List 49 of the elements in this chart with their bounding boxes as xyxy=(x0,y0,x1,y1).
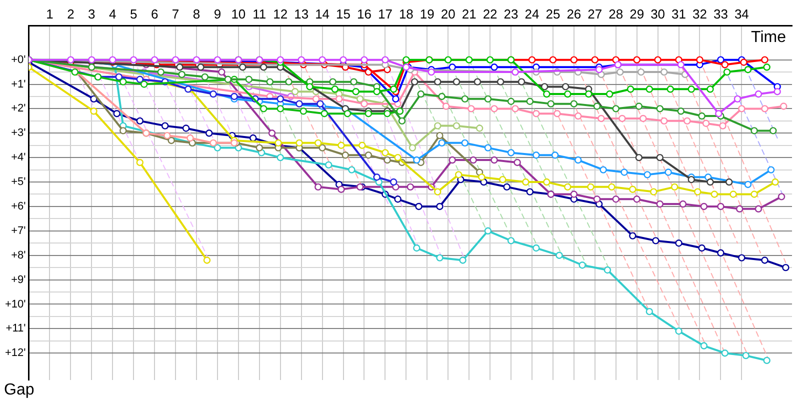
x-tick-label: 3 xyxy=(88,6,96,22)
y-axis-title: Gap xyxy=(4,381,34,398)
x-tick-label: 6 xyxy=(150,6,158,22)
y-tick-label: +9' xyxy=(11,274,26,286)
y-tick-label: +10' xyxy=(4,298,26,310)
x-tick-label: 20 xyxy=(440,6,456,22)
x-tick-label: 14 xyxy=(315,6,330,22)
x-tick-label: 27 xyxy=(588,6,602,22)
x-tick-label: 31 xyxy=(672,6,686,22)
y-tick-label: +11' xyxy=(6,322,26,335)
x-tick-label: 8 xyxy=(192,6,200,22)
x-tick-label: 33 xyxy=(713,6,728,22)
y-tick-label: +8' xyxy=(11,249,26,262)
x-tick-label: 21 xyxy=(462,6,476,22)
x-tick-label: 12 xyxy=(273,6,288,22)
x-tick-label: 13 xyxy=(294,6,309,22)
x-tick-label: 24 xyxy=(524,6,540,22)
y-tick-label: +3' xyxy=(11,127,26,140)
x-tick-label: 15 xyxy=(336,6,351,22)
x-tick-label: 4 xyxy=(109,6,116,22)
x-axis-title: Time xyxy=(751,29,786,46)
x-tick-label: 32 xyxy=(692,6,707,22)
y-tick-label: +2' xyxy=(11,102,26,115)
x-tick-label: 11 xyxy=(252,6,266,22)
y-tick-label: +0' xyxy=(11,54,26,66)
y-tick-label: +6' xyxy=(11,200,26,212)
x-tick-label: 16 xyxy=(357,6,372,22)
x-tick-label: 25 xyxy=(546,6,560,22)
y-tick-label: +7' xyxy=(11,224,26,237)
x-tick-label: 18 xyxy=(398,6,414,22)
x-tick-label: 1 xyxy=(46,6,54,22)
x-tick-label: 23 xyxy=(504,6,518,22)
x-tick-label: 26 xyxy=(566,6,582,22)
x-tick-label: 2 xyxy=(67,6,74,22)
x-tick-label: 17 xyxy=(378,6,392,22)
x-tick-label: 5 xyxy=(130,6,138,22)
x-tick-label: 34 xyxy=(734,6,749,22)
x-tick-label: 29 xyxy=(630,6,644,22)
y-tick-label: +5' xyxy=(11,176,26,188)
x-tick-label: 30 xyxy=(650,6,666,22)
x-tick-label: 22 xyxy=(482,6,498,22)
x-tick-label: 7 xyxy=(172,6,180,22)
x-tick-label: 10 xyxy=(231,6,246,22)
y-tick-label: +12' xyxy=(4,347,26,360)
x-tick-label: 19 xyxy=(420,6,434,22)
x-tick-label: 9 xyxy=(214,6,222,22)
y-tick-label: +1' xyxy=(11,78,26,90)
x-tick-label: 28 xyxy=(608,6,624,22)
y-tick-label: +4' xyxy=(11,152,26,164)
